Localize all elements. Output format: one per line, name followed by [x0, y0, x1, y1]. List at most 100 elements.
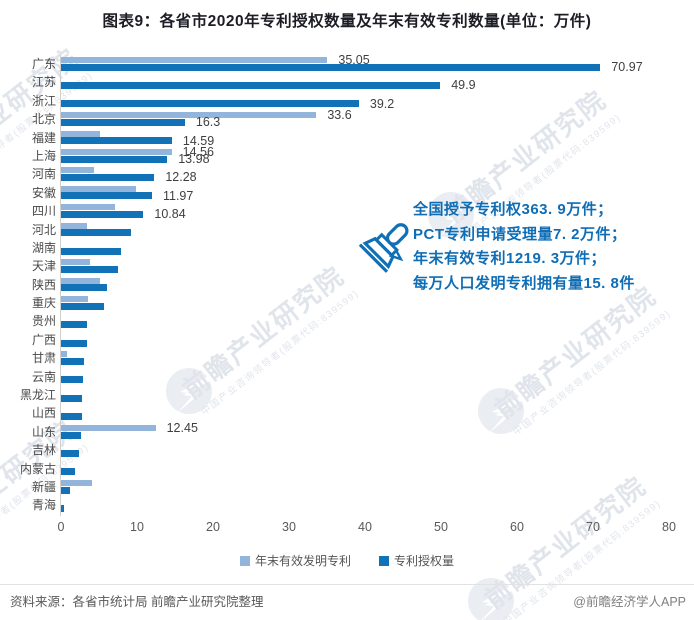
granted-patents-bar	[61, 321, 87, 329]
granted-patents-bar	[61, 376, 84, 384]
category-axis: 广东 江苏 浙江 北京 福建 上海 河南 安徽 四川 河北 湖南 天津 陕西 重庆 贵州 广西 甘肃 云南 黑龙江山…	[0, 55, 56, 515]
x-tick-label: 50	[434, 520, 448, 534]
category-label: 山西	[31, 406, 56, 421]
valid-patents-bar	[61, 277, 100, 284]
category-label: 上海	[31, 148, 56, 163]
bar-row	[61, 294, 669, 312]
bar-row	[61, 331, 669, 349]
bar-row	[61, 129, 669, 147]
valid-patents-bar	[61, 149, 172, 155]
legend-label: 年末有效发明专利	[254, 554, 351, 568]
valid-patents-bar	[61, 425, 156, 431]
bar-row	[61, 221, 669, 239]
category-label: 湖南	[31, 240, 56, 255]
valid-patents-bar	[61, 185, 137, 192]
annotation-line: 全国授予专利权363. 9万件；	[413, 201, 613, 218]
category-label: 四川	[31, 204, 56, 219]
granted-patents-bar	[61, 155, 168, 163]
value-label: 13.98	[178, 152, 210, 166]
legend-item-granted-patents: 专利授权量	[379, 552, 454, 569]
granted-patents-bar	[61, 486, 71, 494]
granted-patents-bar	[61, 339, 87, 347]
category-label: 黑龙江	[19, 388, 56, 403]
value-label: 49.9	[451, 78, 476, 93]
data-source-text: 资料来源：各省市统计局 前瞻产业研究院整理	[10, 595, 264, 609]
bar-row	[61, 349, 669, 367]
category-label: 云南	[31, 369, 56, 384]
valid-patents-bar	[61, 112, 317, 119]
granted-patents-bar	[61, 505, 65, 513]
annotation-box: 全国授予专利权363. 9万件； PCT专利申请受理量7. 2万件； 年末有效专…	[413, 198, 635, 296]
chart-title: 图表9：各省市2020年专利授权数量及年末有效专利数量(单位：万件)	[102, 13, 592, 30]
bar-row	[61, 73, 669, 91]
value-label: 39.2	[369, 96, 395, 111]
granted-patents-bar	[61, 229, 131, 237]
granted-patents-bar	[61, 210, 144, 218]
granted-patents-bar	[61, 173, 155, 181]
category-label: 河南	[31, 167, 56, 182]
x-tick-label: 40	[358, 520, 372, 534]
valid-patents-bar	[61, 480, 93, 487]
bar-row	[61, 110, 669, 128]
bar-row	[61, 368, 669, 386]
category-label: 吉林	[31, 443, 56, 458]
category-label: 天津	[31, 259, 56, 274]
valid-patents-bar	[61, 296, 89, 303]
granted-patents-bar	[61, 394, 83, 402]
granted-patents-bar	[61, 284, 108, 292]
x-tick-label: 0	[57, 520, 65, 534]
bar-row	[61, 441, 669, 459]
value-label: 10.84	[154, 207, 186, 222]
y-axis-line	[60, 55, 61, 516]
bar-row	[61, 386, 669, 404]
x-tick-label: 30	[282, 520, 296, 534]
value-label: 16.3	[195, 115, 221, 130]
credit-text: @前瞻经济学人APP	[573, 595, 686, 609]
bar-row	[61, 313, 669, 331]
x-tick-label: 60	[510, 520, 524, 534]
bar-row	[61, 257, 669, 275]
legend: 年末有效发明专利 专利授权量	[0, 552, 694, 569]
valid-patents-bar	[61, 204, 115, 211]
category-label: 福建	[31, 130, 56, 145]
x-tick-label: 80	[662, 520, 676, 534]
value-label: 33.6	[327, 108, 352, 123]
x-tick-label: 20	[206, 520, 220, 534]
granted-patents-bar	[61, 192, 152, 200]
legend-swatch-dark	[379, 555, 389, 566]
plot-area: 35.05 70.97 49.9 39.2 33.6 16.3 14.59 14.56 13.9…	[61, 53, 669, 515]
category-label: 重庆	[31, 296, 56, 311]
granted-patents-bar	[61, 118, 185, 126]
value-label: 70.97	[611, 60, 643, 74]
category-label: 安徽	[31, 185, 56, 200]
granted-patents-bar	[61, 357, 84, 365]
value-label: 12.28	[165, 170, 197, 185]
valid-patents-bar	[61, 167, 94, 174]
bar-row	[61, 276, 669, 294]
granted-patents-bar	[61, 81, 441, 89]
category-label: 陕西	[31, 277, 56, 292]
category-label: 贵州	[31, 314, 56, 329]
bar-row	[61, 497, 669, 515]
stamp-icon	[358, 223, 409, 273]
granted-patents-bar	[61, 265, 118, 273]
legend-swatch-light	[239, 555, 250, 566]
value-label: 12.45	[166, 421, 198, 435]
category-label: 内蒙古	[19, 461, 56, 476]
granted-patents-bar	[61, 449, 80, 457]
granted-patents-bar	[61, 100, 359, 108]
bar-row	[61, 184, 669, 202]
bar-row	[61, 165, 669, 183]
bar-row	[61, 202, 669, 220]
granted-patents-bar	[61, 63, 601, 71]
bar-row	[61, 239, 669, 257]
granted-patents-bar	[61, 302, 104, 310]
legend-item-valid-patents: 年末有效发明专利	[239, 552, 351, 569]
value-label: 35.05	[338, 53, 370, 67]
bar-row	[61, 92, 669, 110]
legend-label: 专利授权量	[394, 554, 455, 568]
category-label: 江苏	[31, 75, 56, 90]
valid-patents-bar	[61, 222, 87, 229]
bar-row	[61, 147, 669, 165]
